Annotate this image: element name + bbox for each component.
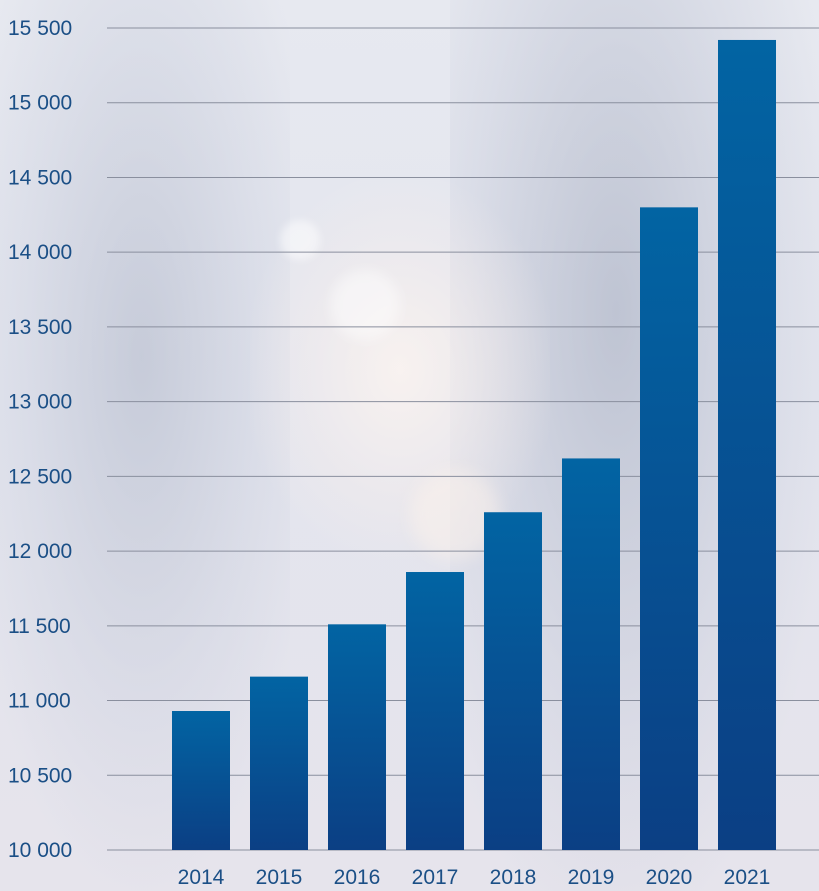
x-tick-label: 2016 <box>334 866 381 889</box>
background-silhouette-left <box>0 0 290 891</box>
y-tick-label: 10 000 <box>8 839 72 862</box>
y-tick-label: 11 000 <box>8 690 71 713</box>
y-tick-label: 14 500 <box>8 166 72 189</box>
y-tick-label: 15 000 <box>8 92 72 115</box>
x-tick-label: 2021 <box>724 866 771 889</box>
x-axis-tick-labels: 2014 2015 2016 2017 2018 2019 2020 2021 <box>178 866 771 889</box>
y-axis-tick-labels: 10 000 10 500 11 000 11 500 12 000 12 500 13 0… <box>8 17 72 862</box>
y-tick-label: 13 500 <box>8 316 72 339</box>
bar-2015 <box>250 676 308 850</box>
x-tick-label: 2019 <box>568 866 615 889</box>
background-bokeh <box>330 270 400 340</box>
x-tick-label: 2017 <box>412 866 459 889</box>
bar-2018 <box>484 512 542 850</box>
background-bokeh <box>280 220 320 260</box>
x-tick-label: 2014 <box>178 866 225 889</box>
y-tick-label: 14 000 <box>8 241 72 264</box>
bar-2014 <box>172 711 230 850</box>
bar-2020 <box>640 207 698 850</box>
y-tick-label: 11 500 <box>8 615 71 638</box>
bar-2019 <box>562 458 620 850</box>
bar-2017 <box>406 572 464 850</box>
x-tick-label: 2015 <box>256 866 303 889</box>
y-tick-label: 13 000 <box>8 391 72 414</box>
bars <box>172 39 776 851</box>
bar-2016 <box>328 624 386 850</box>
bar-2021 <box>718 39 776 851</box>
y-tick-label: 15 500 <box>8 17 72 40</box>
y-tick-label: 12 000 <box>8 540 72 563</box>
x-tick-label: 2020 <box>646 866 693 889</box>
y-tick-label: 12 500 <box>8 465 72 488</box>
x-tick-label: 2018 <box>490 866 537 889</box>
y-tick-label: 10 500 <box>8 764 72 787</box>
